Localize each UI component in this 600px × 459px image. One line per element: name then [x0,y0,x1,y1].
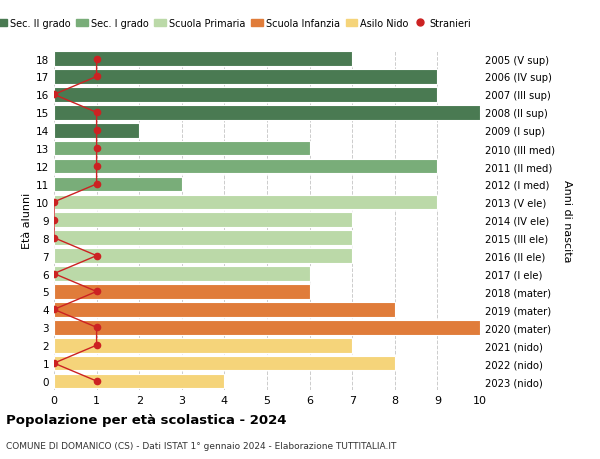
Bar [54,177,182,192]
Bar [54,285,310,299]
Bar [54,195,437,210]
Bar [54,302,395,317]
Text: COMUNE DI DOMANICO (CS) - Dati ISTAT 1° gennaio 2024 - Elaborazione TUTTITALIA.I: COMUNE DI DOMANICO (CS) - Dati ISTAT 1° … [6,441,397,450]
Bar [54,88,437,102]
Bar [54,70,437,84]
Bar [54,320,480,335]
Bar [54,106,480,120]
Bar [54,52,352,67]
Bar [54,141,310,156]
Bar [54,338,352,353]
Bar [54,249,352,263]
Bar [54,159,437,174]
Text: Popolazione per età scolastica - 2024: Popolazione per età scolastica - 2024 [6,413,287,426]
Bar [54,123,139,138]
Bar [54,213,352,228]
Bar [54,267,310,281]
Bar [54,356,395,371]
Y-axis label: Età alunni: Età alunni [22,192,32,248]
Y-axis label: Anni di nascita: Anni di nascita [562,179,572,262]
Bar [54,374,224,388]
Legend: Sec. II grado, Sec. I grado, Scuola Primaria, Scuola Infanzia, Asilo Nido, Stran: Sec. II grado, Sec. I grado, Scuola Prim… [0,15,475,32]
Bar [54,231,352,246]
